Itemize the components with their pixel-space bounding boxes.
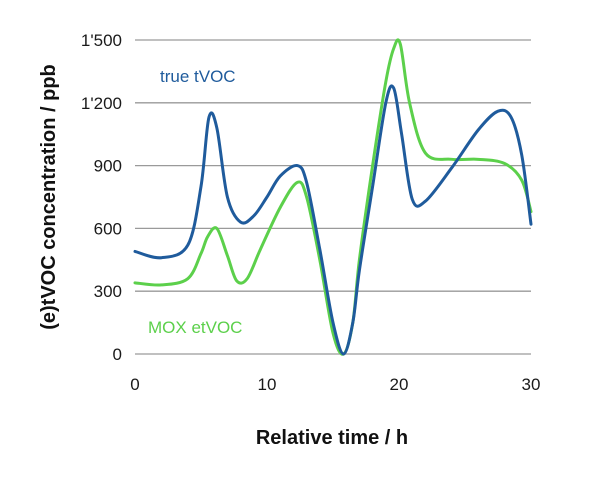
x-tick-label: 0	[130, 375, 139, 394]
series-labels: true tVOC MOX etVOC	[148, 67, 242, 337]
y-tick-label: 600	[94, 219, 122, 238]
x-axis-title: Relative time / h	[256, 427, 408, 449]
y-axis-title: (e)tVOC concentration / ppb	[38, 64, 60, 330]
y-tick-label: 900	[94, 157, 122, 176]
x-tick-label: 30	[522, 375, 541, 394]
y-tick-label: 1'500	[81, 31, 122, 50]
y-tick-label: 1'200	[81, 94, 122, 113]
y-tick-label: 300	[94, 282, 122, 301]
x-tick-label: 20	[390, 375, 409, 394]
axes: 0 300 600 900 1'200 1'500 0 10 20 30	[81, 31, 541, 394]
x-tick-label: 10	[258, 375, 277, 394]
series-line-true-tvoc	[133, 84, 533, 356]
series-label-true-tvoc: true tVOC	[160, 67, 236, 86]
series-line-mox-etvoc	[133, 38, 533, 356]
series-label-mox-etvoc: MOX etVOC	[148, 318, 242, 337]
y-tick-label: 0	[113, 345, 122, 364]
gridlines	[135, 39, 531, 355]
series-lines	[133, 38, 533, 356]
